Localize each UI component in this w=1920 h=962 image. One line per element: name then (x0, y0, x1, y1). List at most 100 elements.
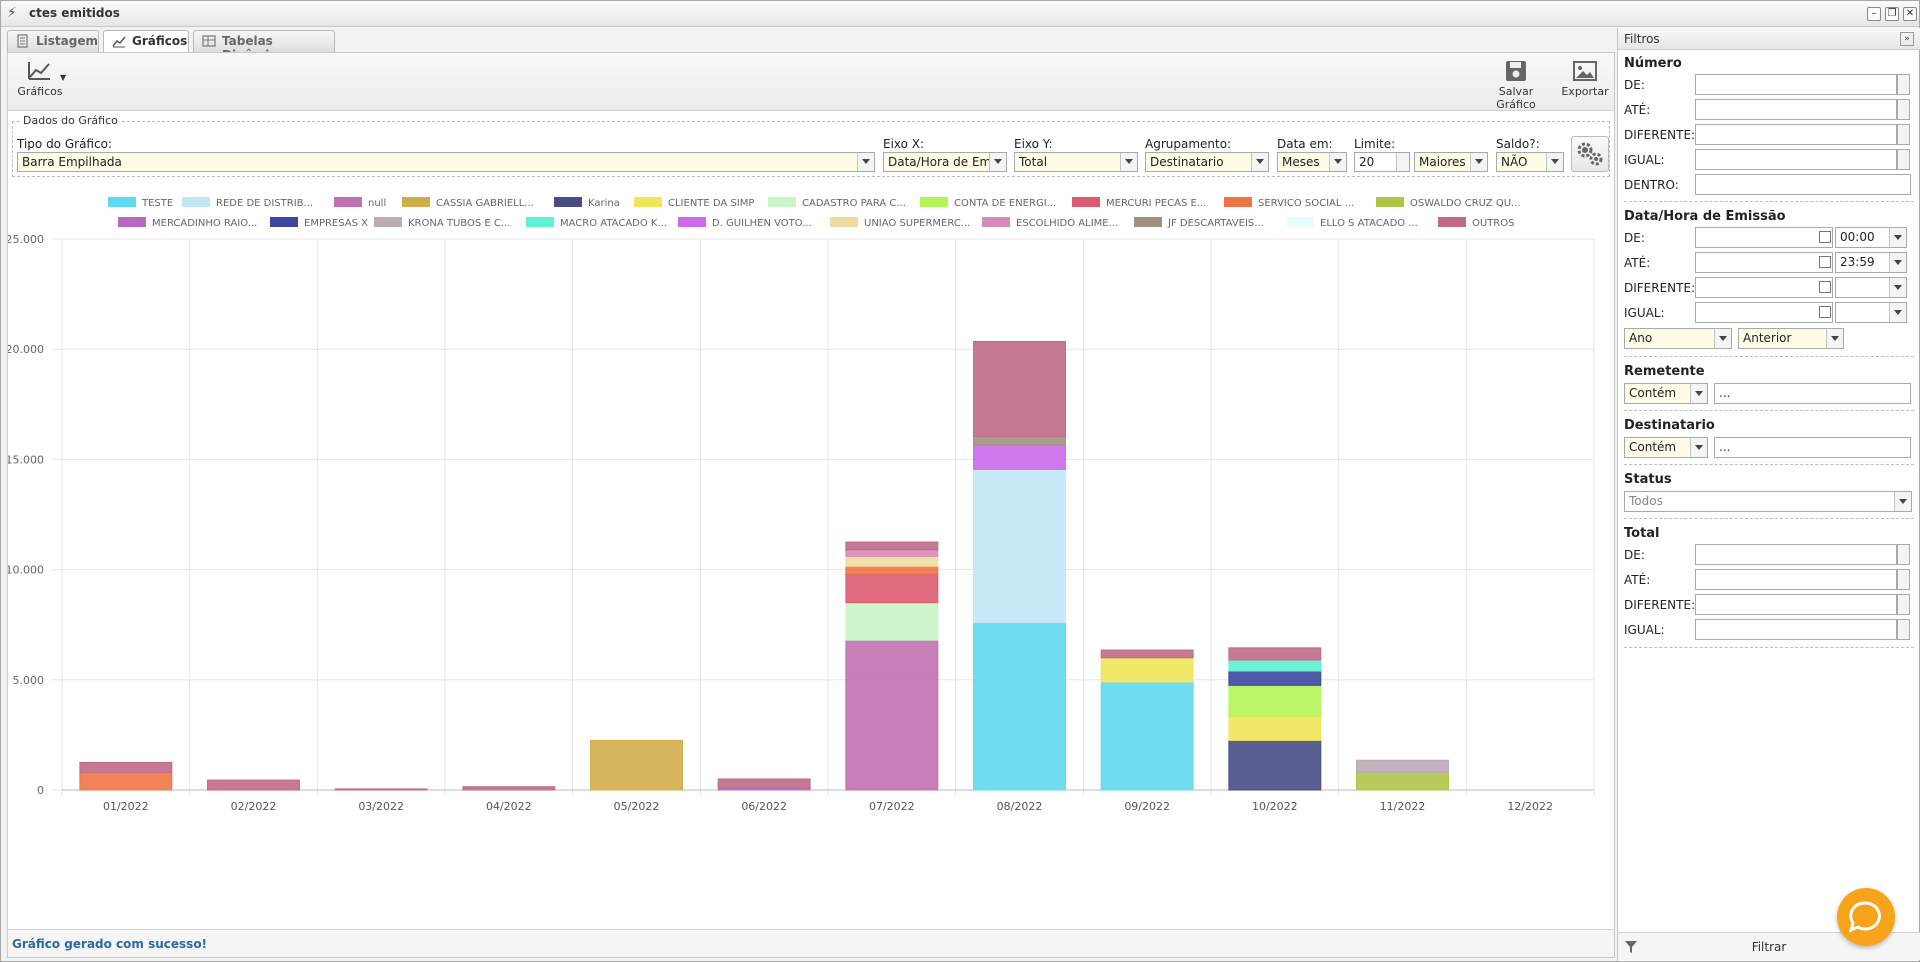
chevron-down-icon[interactable] (1251, 153, 1268, 171)
calendar-icon[interactable] (1819, 231, 1831, 243)
save-chart-button[interactable]: Salvar Gráfico (1478, 59, 1554, 111)
total-ate-input[interactable] (1695, 569, 1897, 590)
chevron-down-icon[interactable] (1714, 329, 1731, 348)
legend-swatch (108, 197, 136, 207)
grouping-select[interactable]: Destinatario (1145, 152, 1269, 172)
chevron-down-icon[interactable] (1889, 253, 1906, 272)
spinner-icon[interactable] (1897, 149, 1910, 170)
spinner-icon[interactable] (1897, 619, 1910, 640)
remetente-input[interactable]: ... (1714, 383, 1911, 404)
total-igual-row: IGUAL: (1624, 619, 1914, 641)
chevron-down-icon[interactable] (1329, 153, 1346, 171)
limit-value: 20 (1359, 155, 1375, 169)
chevron-down-icon[interactable] (1894, 492, 1911, 511)
spinner-icon[interactable] (1897, 569, 1910, 590)
legend-label: SERVICO SOCIAL ... (1258, 198, 1354, 209)
y-tick-label: 0 (37, 784, 44, 797)
data-diferente-input[interactable] (1695, 277, 1833, 298)
total-de-input[interactable] (1695, 544, 1897, 565)
chevron-down-icon[interactable] (1690, 384, 1707, 403)
chevron-down-icon[interactable] (857, 153, 874, 171)
remetente-op-select[interactable]: Contém (1624, 383, 1708, 404)
date-unit-value: Meses (1282, 155, 1320, 169)
line-chart-icon (28, 62, 50, 80)
charts-menu-button[interactable]: Gráficos ▼ (16, 59, 66, 98)
table-icon (202, 35, 216, 47)
settings-button[interactable] (1571, 136, 1609, 172)
spinner-icon[interactable] (1396, 153, 1409, 171)
legend-swatch (920, 197, 948, 207)
title-bar: ⚡ ctes emitidos – ❐ ✕ (1, 1, 1919, 27)
close-icon[interactable]: ✕ (1903, 7, 1917, 21)
destinatario-op-select[interactable]: Contém (1624, 437, 1708, 458)
calendar-icon[interactable] (1819, 306, 1831, 318)
export-button[interactable]: Exportar (1560, 59, 1610, 98)
spinner-icon[interactable] (1897, 124, 1910, 145)
y-axis-select[interactable]: Total (1014, 152, 1138, 172)
destinatario-title: Destinatario (1624, 418, 1715, 433)
balance-value: NÃO (1501, 155, 1528, 169)
chevron-down-icon[interactable] (1889, 303, 1906, 322)
chevron-down-icon[interactable] (1889, 228, 1906, 247)
chevron-down-icon[interactable] (1470, 153, 1487, 171)
balance-select[interactable]: NÃO (1496, 152, 1564, 172)
status-select[interactable]: Todos (1624, 491, 1912, 512)
tab-label: Gráficos (132, 34, 188, 48)
list-icon (17, 34, 28, 48)
bar-segment (845, 549, 939, 557)
data-igual-input[interactable] (1695, 302, 1833, 323)
bar-segment (1100, 681, 1194, 791)
calendar-icon[interactable] (1819, 256, 1831, 268)
x-tick-label: 06/2022 (741, 800, 787, 813)
time-ate-select[interactable]: 23:59 (1835, 252, 1907, 273)
restore-icon[interactable]: ❐ (1885, 7, 1899, 21)
spinner-icon[interactable] (1897, 99, 1910, 120)
limit-input[interactable]: 20 (1354, 152, 1410, 172)
bar-segment (1356, 771, 1449, 791)
tab-listagem[interactable]: Listagem (7, 30, 99, 52)
bar-segment (845, 541, 939, 551)
filter-button[interactable]: Filtrar (1618, 932, 1920, 960)
chevron-down-icon[interactable] (1546, 153, 1563, 171)
chevron-down-icon[interactable] (1690, 438, 1707, 457)
calendar-icon[interactable] (1819, 281, 1831, 293)
status-message: Gráfico gerado com sucesso! (12, 937, 208, 951)
time-diferente-select[interactable] (1835, 277, 1907, 298)
minimize-icon[interactable]: – (1867, 7, 1881, 21)
chevron-down-icon[interactable] (1826, 329, 1843, 348)
period-select[interactable]: Ano (1624, 328, 1732, 349)
balance-label: Saldo?: (1496, 137, 1540, 151)
numero-dentro-input[interactable] (1695, 174, 1911, 195)
legend-label: MACRO ATACADO K... (560, 218, 667, 229)
data-ate-input[interactable] (1695, 252, 1833, 273)
date-unit-select[interactable]: Meses (1277, 152, 1347, 172)
filters-header: Filtros » (1618, 28, 1920, 50)
total-diferente-input[interactable] (1695, 594, 1897, 615)
bar-segment (845, 573, 939, 604)
numero-ate-input[interactable] (1695, 99, 1897, 120)
chevron-down-icon[interactable] (1889, 278, 1906, 297)
chevron-down-icon[interactable] (989, 153, 1006, 171)
chart-type-select[interactable]: Barra Empilhada (17, 152, 875, 172)
relative-select[interactable]: Anterior (1738, 328, 1844, 349)
numero-de-input[interactable] (1695, 74, 1897, 95)
spinner-icon[interactable] (1897, 544, 1910, 565)
spinner-icon[interactable] (1897, 594, 1910, 615)
tab-tabelas-dinamicas[interactable]: Tabelas Dinâmicas (193, 30, 335, 62)
tab-graficos[interactable]: Gráficos (103, 30, 189, 53)
x-axis-select[interactable]: Data/Hora de Emis (883, 152, 1007, 172)
time-de-value: 00:00 (1840, 230, 1875, 244)
limit-order-select[interactable]: Maiores (1414, 152, 1488, 172)
numero-diferente-input[interactable] (1695, 124, 1897, 145)
collapse-icon[interactable]: » (1900, 32, 1914, 46)
numero-ate-row: ATÉ: (1624, 99, 1914, 121)
total-igual-input[interactable] (1695, 619, 1897, 640)
data-de-input[interactable] (1695, 227, 1833, 248)
chat-button[interactable] (1837, 888, 1895, 946)
time-de-select[interactable]: 00:00 (1835, 227, 1907, 248)
numero-igual-input[interactable] (1695, 149, 1897, 170)
spinner-icon[interactable] (1897, 74, 1910, 95)
time-igual-select[interactable] (1835, 302, 1907, 323)
chevron-down-icon[interactable] (1120, 153, 1137, 171)
destinatario-input[interactable]: ... (1714, 437, 1911, 458)
